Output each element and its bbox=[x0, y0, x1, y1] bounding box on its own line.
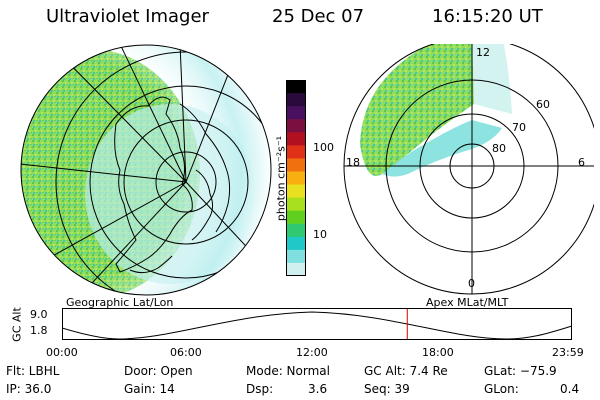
mlt-label-6: 6 bbox=[578, 156, 585, 169]
info-glat: GLat: −75.9 bbox=[484, 364, 557, 378]
colorbar-stripe bbox=[286, 80, 306, 94]
info-dsp-label: Dsp: bbox=[246, 382, 274, 396]
info-gain: Gain: 14 bbox=[124, 382, 175, 396]
info-mode: Mode: Normal bbox=[246, 364, 330, 378]
time-tick-1800: 18:00 bbox=[422, 346, 454, 359]
colorbar-stripe bbox=[286, 262, 306, 276]
info-seq: Seq: 39 bbox=[364, 382, 410, 396]
colorbar-stripe bbox=[286, 210, 306, 225]
altitude-tick-high: 9.0 bbox=[30, 308, 48, 321]
mlat-label-60: 60 bbox=[536, 98, 550, 111]
time-tick-0000: 00:00 bbox=[46, 346, 78, 359]
info-filter: Flt: LBHL bbox=[6, 364, 60, 378]
instrument-title: Ultraviolet Imager bbox=[46, 6, 209, 27]
colorbar-stripe bbox=[286, 119, 306, 133]
colorbar-stripe bbox=[286, 93, 306, 107]
mlat-label-80: 80 bbox=[492, 142, 506, 155]
altitude-axis-label: GC Alt bbox=[10, 307, 24, 342]
mlat-label-70: 70 bbox=[512, 121, 526, 134]
altitude-plot bbox=[62, 308, 573, 340]
altitude-tick-low: 1.8 bbox=[30, 324, 48, 337]
magnetic-polar-plot bbox=[343, 44, 594, 295]
date-label: 25 Dec 07 bbox=[272, 6, 365, 27]
geographic-caption: Geographic Lat/Lon bbox=[66, 296, 174, 309]
colorbar-stripe bbox=[286, 145, 306, 159]
colorbar-stripe bbox=[286, 249, 306, 264]
time-tick-1200: 12:00 bbox=[296, 346, 328, 359]
colorbar-stripe bbox=[286, 132, 306, 146]
time-label: 16:15:20 UT bbox=[432, 6, 543, 27]
info-glon-label: GLon: bbox=[484, 382, 519, 396]
colorbar-tick-100: 100 bbox=[313, 141, 334, 154]
time-tick-2359: 23:59 bbox=[552, 346, 584, 359]
colorbar-unit-label: photon cm⁻²s⁻¹ bbox=[274, 135, 288, 222]
magnetic-caption: Apex MLat/MLT bbox=[426, 296, 509, 309]
colorbar-stripe bbox=[286, 184, 306, 199]
colorbar-stripe bbox=[286, 236, 306, 251]
mlt-label-12: 12 bbox=[476, 46, 490, 59]
mlt-label-18: 18 bbox=[346, 156, 360, 169]
info-glon-value: 0.4 bbox=[560, 382, 580, 396]
colorbar-stripe bbox=[286, 106, 306, 120]
colorbar-stripe bbox=[286, 158, 306, 173]
info-door: Door: Open bbox=[124, 364, 193, 378]
info-gc-alt: GC Alt: 7.4 Re bbox=[364, 364, 448, 378]
mlt-label-0: 0 bbox=[468, 277, 475, 290]
colorbar-stripe bbox=[286, 197, 306, 212]
info-ip: IP: 36.0 bbox=[6, 382, 52, 396]
colorbar bbox=[286, 80, 306, 276]
time-tick-0600: 06:00 bbox=[170, 346, 202, 359]
colorbar-tick-10: 10 bbox=[313, 228, 327, 241]
info-dsp-value: 3.6 bbox=[308, 382, 328, 396]
colorbar-stripe bbox=[286, 171, 306, 186]
geographic-map bbox=[20, 44, 272, 296]
colorbar-stripe bbox=[286, 223, 306, 238]
